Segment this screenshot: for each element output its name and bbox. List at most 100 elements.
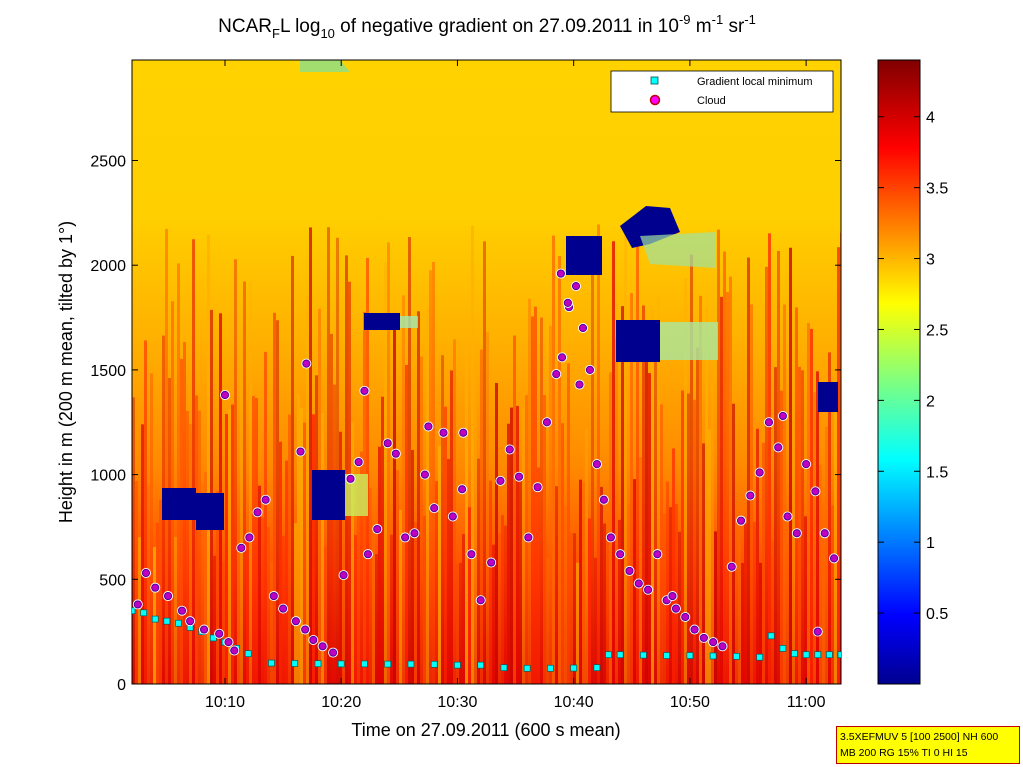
- plot-frame: [131, 59, 842, 685]
- x-tick-label: 10:10: [205, 694, 245, 711]
- cloud-point: [487, 558, 496, 567]
- cloud-point: [585, 365, 595, 375]
- cloud-point: [476, 596, 485, 605]
- gradient-minimum-point: [337, 660, 345, 668]
- gradient-minimum-point: [244, 650, 252, 657]
- cloud-point: [186, 617, 195, 626]
- cloud-point: [783, 512, 792, 521]
- gradient-minimum-point: [132, 607, 136, 615]
- legend-cloud-marker: [649, 94, 661, 106]
- colorbar-tick-label: 3: [926, 252, 935, 269]
- cloud-point: [245, 533, 254, 542]
- cloud-point: [151, 583, 160, 592]
- y-tick-label: 0: [117, 677, 126, 694]
- colorbar-tick-label: 2: [926, 393, 935, 410]
- cloud-point: [653, 550, 662, 559]
- cloud-point: [533, 483, 542, 492]
- cloud-point: [668, 591, 677, 601]
- cloud-point: [681, 612, 690, 622]
- cloud-point: [792, 529, 801, 538]
- cloud-point: [363, 550, 373, 559]
- cloud-point: [163, 591, 173, 601]
- cloud-point: [514, 472, 524, 481]
- cloud-point: [339, 571, 348, 580]
- cloud-point: [606, 533, 615, 542]
- x-tick-label: 10:30: [437, 694, 477, 711]
- x-tick-label: 10:50: [670, 694, 710, 711]
- cloud-point: [690, 625, 699, 634]
- cloud-point: [778, 411, 787, 421]
- cloud-point: [309, 635, 318, 645]
- cloud-point: [829, 554, 839, 563]
- cloud-point: [820, 529, 829, 538]
- info-line-1: 3.5XEFMUV 5 [100 2500] NH 600: [840, 731, 999, 743]
- cloud-point: [774, 443, 783, 452]
- legend: Gradient local minimum Cloud: [610, 70, 834, 113]
- cloud-point: [557, 353, 567, 362]
- cloud-point: [354, 457, 363, 467]
- cloud-point: [261, 495, 270, 504]
- cloud-point: [401, 533, 410, 542]
- colorbar-axis: 0.5 1 1.5 2 2.5 3 3.5 4: [878, 110, 948, 623]
- cloud-point: [813, 627, 822, 636]
- x-tick-label: 10:20: [321, 694, 361, 711]
- cloud-point: [269, 591, 278, 601]
- cloud-point: [459, 428, 468, 437]
- gradient-minimum-point: [477, 661, 485, 669]
- cloud-point: [699, 633, 708, 643]
- cloud-point: [237, 543, 246, 552]
- cloud-point: [542, 418, 552, 427]
- cloud-point: [634, 579, 643, 588]
- cloud-point: [302, 359, 311, 368]
- gradient-minimum-point: [593, 664, 601, 672]
- cloud-point: [215, 629, 224, 638]
- cloud-point: [467, 550, 476, 559]
- colorbar-tick-label: 1: [926, 535, 935, 552]
- cloud-point: [318, 642, 327, 651]
- cloud-point: [141, 568, 151, 578]
- y-tick-label: 2500: [90, 154, 126, 171]
- cloud-point: [230, 646, 239, 655]
- gradient-minimum-point: [837, 651, 841, 659]
- gradient-minimum-point: [163, 617, 171, 625]
- parameter-info-box: 3.5XEFMUV 5 [100 2500] NH 600 MB 200 RG …: [836, 726, 1020, 764]
- colorbar-tick-label: 2.5: [926, 322, 948, 339]
- y-tick-label: 1000: [90, 468, 126, 485]
- cloud-point: [578, 323, 588, 333]
- cloud-point: [599, 495, 608, 504]
- cloud-point: [625, 566, 634, 576]
- gradient-minimum-point: [733, 653, 740, 660]
- cloud-point: [346, 474, 355, 483]
- gradient-minimum-point: [523, 664, 531, 672]
- cloud-point: [552, 369, 561, 379]
- cloud-point: [439, 428, 448, 437]
- y-axis-label: Height in m (200 m mean, tilted by 1°): [56, 221, 76, 523]
- gradient-minimum-point: [616, 651, 624, 659]
- x-tick-label: 11:00: [787, 694, 826, 711]
- cloud-point: [556, 269, 565, 278]
- cloud-point: [360, 386, 369, 395]
- gradient-minimum-point: [384, 660, 392, 668]
- cloud-point: [301, 625, 310, 634]
- colorbar-tick-label: 1.5: [926, 464, 948, 481]
- gradient-minimum-point: [210, 634, 217, 642]
- cloud-point: [133, 600, 142, 609]
- cloud-point: [709, 638, 718, 647]
- cloud-point: [643, 585, 653, 594]
- cloud-point: [410, 529, 419, 538]
- cloud-point: [296, 447, 305, 456]
- cloud-point: [746, 491, 755, 500]
- y-tick-label: 500: [99, 572, 126, 589]
- cloud-point: [718, 642, 727, 651]
- mid-value-patches: [300, 60, 718, 516]
- gradient-minimum-point: [686, 652, 694, 659]
- cloud-point: [755, 468, 764, 477]
- cloud-point: [430, 504, 439, 513]
- cloud-point: [199, 625, 209, 634]
- legend-label-minimum: Gradient local minimum: [697, 76, 813, 88]
- cloud-point: [736, 516, 746, 525]
- gradient-minimum-point: [605, 651, 612, 659]
- gradient-minimum-point: [767, 632, 775, 640]
- colorbar-tick-label: 0.5: [926, 606, 948, 623]
- cloud-series: [132, 268, 840, 658]
